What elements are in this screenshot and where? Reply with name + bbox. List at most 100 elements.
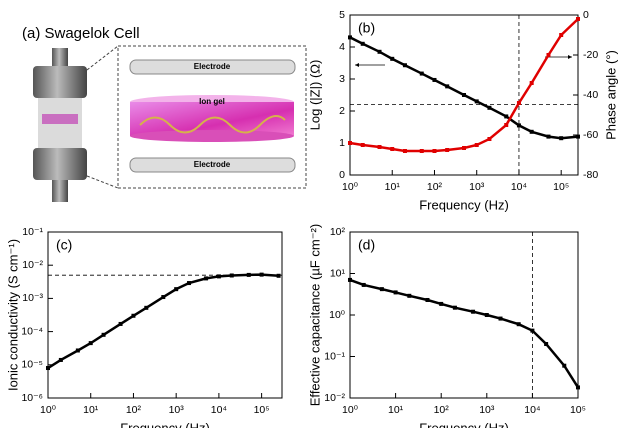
data-point — [544, 342, 549, 347]
data-point — [462, 93, 466, 97]
gel-bottom — [130, 130, 294, 142]
data-point — [379, 287, 384, 292]
data-point — [348, 141, 352, 145]
data-point — [246, 272, 251, 277]
data-point — [530, 328, 535, 333]
data-point — [432, 77, 437, 82]
data-point — [504, 114, 509, 119]
y-tick-label: 2 — [339, 105, 345, 117]
x-tick-label: 10¹ — [385, 181, 401, 193]
data-point — [546, 134, 551, 139]
data-point — [516, 123, 521, 128]
electrode — [129, 157, 296, 173]
data-point — [516, 322, 521, 327]
x-tick-label: 10⁴ — [211, 404, 227, 416]
y-tick-label: 10⁻¹ — [22, 226, 43, 238]
data-point — [360, 143, 365, 147]
panel-label: (b) — [358, 20, 375, 36]
y2-tick-label: -60 — [583, 129, 598, 141]
y-axis-label: Log (|Z|) (Ω) — [307, 60, 322, 131]
x-tick-label: 10⁰ — [40, 404, 57, 416]
data-point — [402, 63, 407, 68]
data-point — [46, 366, 50, 371]
data-point — [498, 316, 503, 321]
axis-arrow-head — [355, 63, 359, 67]
y2-tick-label: -40 — [583, 89, 598, 101]
y-tick-label: 10⁻⁵ — [21, 359, 43, 371]
x-tick-label: 10⁰ — [342, 404, 359, 416]
series-line — [349, 36, 579, 140]
data-point — [516, 101, 521, 105]
data-point — [576, 134, 580, 139]
y-axis-label: Effective capacitance (µF cm⁻²) — [307, 224, 322, 406]
x-tick-label: 10² — [427, 181, 443, 193]
series-line — [47, 273, 279, 370]
data-point — [576, 385, 580, 390]
y-tick-label: 10⁻¹ — [324, 350, 345, 362]
panel-label: (c) — [56, 237, 72, 253]
y-tick-label: 10⁻⁴ — [21, 325, 43, 337]
axis-arrow-head — [568, 55, 572, 59]
y-tick-label: 0 — [339, 169, 345, 181]
data-point — [559, 33, 564, 37]
y-axis-label: Ionic conductivity (S cm⁻¹) — [5, 239, 20, 391]
data-point — [348, 35, 352, 40]
data-point — [462, 146, 466, 150]
electrode-label: Electrode — [194, 62, 231, 71]
x-tick-label: 10³ — [469, 181, 485, 193]
y-tick-label: 10⁻⁶ — [21, 392, 43, 404]
diagram: (a) Swagelok Cell Electrode Ion gel Elec… — [22, 25, 307, 202]
data-point — [348, 277, 352, 282]
diagram-title: (a) Swagelok Cell — [22, 25, 140, 42]
data-point — [229, 273, 234, 278]
data-point — [432, 149, 437, 153]
data-point — [118, 321, 123, 326]
data-point — [204, 276, 209, 281]
data-point — [216, 274, 221, 279]
series-line — [349, 278, 580, 389]
x-axis-label: Frequency (Hz) — [120, 420, 210, 428]
data-point — [377, 145, 382, 149]
data-point — [471, 309, 476, 314]
y-tick-label: 10⁻³ — [22, 292, 43, 304]
data-point — [419, 71, 424, 76]
x-tick-label: 10¹ — [83, 404, 99, 416]
y2-axis-label: Phase angle (°) — [603, 50, 618, 140]
y-tick-label: 10⁻² — [22, 259, 43, 271]
y-tick-label: 4 — [339, 41, 345, 53]
x-tick-label: 10² — [126, 404, 142, 416]
zoom-line — [86, 45, 119, 71]
y-tick-label: 10⁻² — [324, 392, 345, 404]
x-tick-label: 10⁵ — [254, 404, 270, 416]
y2-tick-label: -80 — [583, 169, 598, 181]
x-tick-label: 10⁴ — [524, 404, 540, 416]
data-point — [390, 147, 395, 151]
data-point — [484, 313, 489, 317]
data-point — [101, 332, 106, 337]
panel-label: (d) — [358, 237, 375, 253]
x-tick-label: 10⁵ — [553, 181, 569, 193]
y-tick-label: 5 — [339, 9, 345, 21]
electrode — [129, 59, 296, 75]
y2-tick-label: -20 — [583, 49, 598, 61]
data-point — [276, 273, 281, 278]
y-tick-label: 3 — [339, 73, 345, 85]
data-point — [559, 136, 564, 141]
data-point — [407, 293, 412, 298]
data-point — [419, 149, 424, 153]
x-tick-label: 10³ — [169, 404, 185, 416]
polymer-chain — [139, 115, 286, 134]
data-point — [88, 341, 93, 346]
data-point — [439, 301, 444, 306]
data-point — [187, 281, 192, 286]
data-point — [174, 287, 179, 292]
x-tick-label: 10³ — [479, 404, 495, 416]
data-point — [425, 297, 430, 302]
cell-cap — [52, 48, 68, 68]
data-point — [445, 84, 450, 89]
data-point — [361, 282, 366, 287]
cell-bottom — [33, 148, 87, 180]
y-tick-label: 1 — [339, 137, 345, 149]
data-point — [504, 123, 509, 127]
data-point — [259, 272, 264, 277]
